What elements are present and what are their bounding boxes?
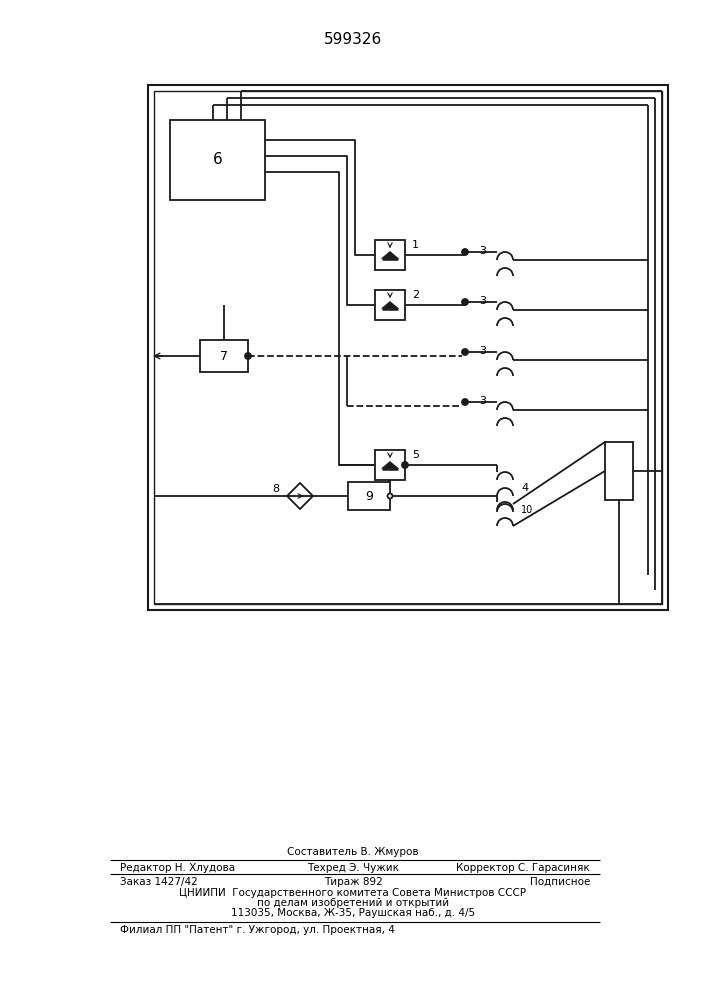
- Bar: [375, 240, 405, 270]
- Polygon shape: [382, 462, 399, 468]
- Text: 3: 3: [479, 296, 486, 306]
- Bar: [348, 482, 390, 510]
- Bar: [200, 340, 248, 372]
- Text: по делам изобретений и открытий: по делам изобретений и открытий: [257, 898, 449, 908]
- Text: 4: 4: [521, 483, 528, 493]
- Circle shape: [245, 353, 251, 359]
- Bar: [148, 85, 668, 610]
- Text: Филиал ПП "Патент" г. Ужгород, ул. Проектная, 4: Филиал ПП "Патент" г. Ужгород, ул. Проек…: [120, 925, 395, 935]
- Text: 5: 5: [412, 450, 419, 460]
- Bar: [154, 91, 662, 604]
- Text: Корректор С. Гарасиняк: Корректор С. Гарасиняк: [456, 863, 590, 873]
- Circle shape: [462, 249, 468, 255]
- Text: Составитель В. Жмуров: Составитель В. Жмуров: [287, 847, 419, 857]
- Text: 7: 7: [220, 350, 228, 362]
- Text: Заказ 1427/42: Заказ 1427/42: [120, 877, 198, 887]
- Bar: [375, 290, 405, 320]
- Bar: [605, 442, 633, 500]
- Circle shape: [387, 493, 392, 498]
- Text: 1: 1: [412, 240, 419, 250]
- Text: Подписное: Подписное: [530, 877, 590, 887]
- Text: Редактор Н. Хлудова: Редактор Н. Хлудова: [120, 863, 235, 873]
- Bar: [170, 120, 265, 200]
- Text: Тираж 892: Тираж 892: [324, 877, 382, 887]
- Text: 8: 8: [272, 485, 279, 494]
- Text: 599326: 599326: [324, 32, 382, 47]
- Circle shape: [462, 299, 468, 305]
- Polygon shape: [382, 302, 399, 308]
- Text: 3: 3: [479, 396, 486, 406]
- Text: Техред Э. Чужик: Техред Э. Чужик: [307, 863, 399, 873]
- Circle shape: [462, 399, 468, 405]
- Text: ЦНИИПИ  Государственного комитета Совета Министров СССР: ЦНИИПИ Государственного комитета Совета …: [180, 888, 527, 898]
- Circle shape: [402, 462, 408, 468]
- Text: 113035, Москва, Ж-35, Раушская наб., д. 4/5: 113035, Москва, Ж-35, Раушская наб., д. …: [231, 908, 475, 918]
- Bar: [375, 450, 405, 480]
- Text: 2: 2: [412, 290, 419, 300]
- Polygon shape: [382, 251, 399, 258]
- Text: 3: 3: [479, 246, 486, 256]
- Text: 3: 3: [479, 346, 486, 356]
- Text: 6: 6: [213, 152, 223, 167]
- Circle shape: [462, 349, 468, 355]
- Text: 9: 9: [365, 489, 373, 502]
- Text: 10: 10: [521, 505, 533, 515]
